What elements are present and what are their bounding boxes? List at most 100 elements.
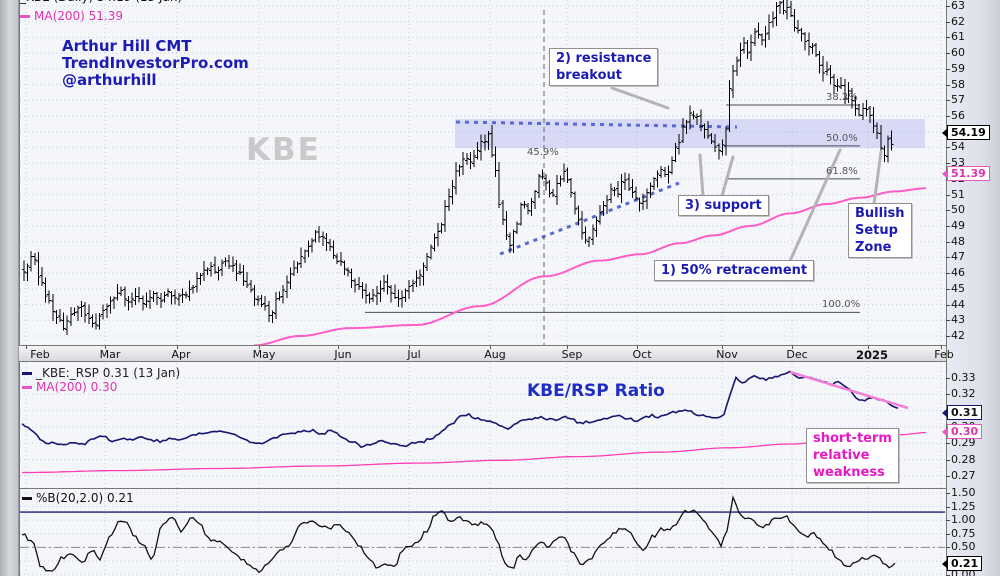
pb-axis-label: 0.75 — [951, 526, 976, 540]
ratio-ma200-line — [22, 431, 927, 474]
ratio-legend-ma: MA(200) 0.30 — [22, 380, 117, 394]
callout-pointer — [698, 153, 705, 198]
ratio-axis-label: 0.27 — [951, 468, 976, 482]
ratio-line-swatch — [22, 372, 32, 375]
price-axis-label: 57 — [951, 93, 965, 107]
pb-legend: %B(20,2.0) 0.21 — [22, 491, 134, 505]
price-axis-tick — [946, 21, 950, 23]
ratio-ma-swatch — [22, 386, 32, 389]
date-axis-tick — [868, 346, 869, 349]
signature-line: Arthur Hill CMT — [62, 37, 192, 55]
date-axis-label: Aug — [484, 348, 506, 361]
ma-line-swatch — [20, 15, 30, 18]
price-axis-label: 46 — [951, 266, 965, 280]
price-axis-tick — [946, 225, 950, 227]
fib-level-label: 100.0% — [822, 299, 861, 311]
last-price-label: 54.19 — [942, 125, 990, 140]
callout-pointer — [610, 86, 670, 110]
price-axis-tick — [946, 241, 950, 243]
ratio-axis-label: 0.29 — [951, 436, 976, 450]
callout-pointer — [788, 148, 842, 263]
plot-left-border — [19, 0, 20, 576]
date-axis-label: Nov — [716, 348, 738, 361]
price-legend-symbol: _KBE (Daily) 54.19 (13 Jan) — [20, 0, 182, 4]
callout-bullish-setup-zone: Bullish Setup Zone — [848, 203, 912, 258]
date-axis-label: 2025 — [855, 348, 889, 362]
fib-level-label: 61.8% — [826, 165, 858, 177]
date-axis-tick — [792, 346, 793, 349]
price-axis-tick — [946, 100, 950, 102]
price-axis-tick — [946, 194, 950, 196]
ratio-line — [21, 370, 899, 449]
pb-axis-label: 1.00 — [951, 513, 976, 527]
price-axis-tick — [946, 210, 950, 212]
price-axis-label: 42 — [951, 328, 965, 342]
date-axis-label: Dec — [786, 348, 808, 361]
price-axis-tick — [946, 37, 950, 39]
date-axis-tick — [338, 346, 339, 349]
percent-move-label: 45.9% — [527, 147, 559, 158]
callout-resistance-breakout: 2) resistance breakout — [549, 48, 659, 86]
ratio-axis-tick — [946, 475, 950, 477]
pb-axis-label: 0.50 — [951, 540, 976, 554]
date-axis-label: Apr — [171, 348, 191, 361]
price-axis-label: 49 — [951, 218, 965, 232]
pb-axis-tick — [946, 547, 950, 549]
price-ohlc-bars — [22, 0, 894, 336]
pb-axis-label: 0.00 — [951, 567, 976, 576]
fib-level-label: 38.2% — [826, 91, 858, 103]
date-axis-label: Mar — [99, 348, 121, 361]
ratio-axis-tick — [946, 394, 950, 396]
date-axis-tick — [105, 346, 106, 349]
author-signature: Arthur Hill CMT TrendInvestorPro.com @ar… — [62, 38, 249, 89]
date-axis-tick — [722, 346, 723, 349]
price-axis-label: 45 — [951, 281, 965, 295]
ratio-ma-arrow-icon — [942, 427, 948, 437]
price-axis-label: 44 — [951, 297, 965, 311]
ratio-panel-canvas — [20, 363, 945, 488]
price-axis-tick — [946, 288, 950, 290]
price-axis-label: 59 — [951, 61, 965, 75]
price-axis-tick — [946, 84, 950, 86]
pb-axis-tick — [946, 506, 950, 508]
date-axis-strip — [19, 345, 946, 362]
ratio-ma-label: 0.30 — [942, 424, 983, 439]
price-axis-tick — [946, 115, 950, 117]
pb-value-label: 0.21 — [942, 556, 983, 571]
percent-b-line — [21, 495, 896, 574]
ratio-panel-title: KBE/RSP Ratio — [527, 381, 665, 401]
price-axis-label: 47 — [951, 250, 965, 264]
date-axis-label: Jul — [407, 348, 421, 361]
price-axis-label: 56 — [951, 108, 965, 122]
panel-separator — [19, 488, 946, 489]
price-axis-tick — [946, 53, 950, 55]
callout-pointer — [720, 155, 735, 198]
ratio-axis-tick — [946, 378, 950, 379]
price-axis-tick — [946, 257, 950, 259]
pb-axis-tick — [946, 493, 950, 494]
price-axis-label: 53 — [951, 156, 965, 170]
date-axis-label: Jun — [334, 348, 352, 361]
date-axis-label: Feb — [30, 348, 50, 361]
price-axis-label: 50 — [951, 203, 965, 217]
symbol-watermark: KBE — [246, 132, 321, 168]
price-axis-label: 54 — [951, 140, 965, 154]
price-axis-tick — [946, 304, 950, 306]
pb-line-swatch — [22, 497, 32, 500]
callout-support: 3) support — [678, 195, 769, 216]
price-axis-label: 62 — [951, 14, 965, 28]
price-legend-ma: MA(200) 51.39 — [20, 9, 123, 23]
price-axis-tick — [946, 163, 950, 165]
price-axis-label: 51 — [951, 187, 965, 201]
fib-level-label: 50.0% — [826, 132, 858, 144]
date-axis-label: Oct — [632, 348, 652, 361]
date-axis-tick — [259, 346, 260, 349]
date-axis-tick — [409, 346, 410, 349]
pb-label-arrow-icon — [942, 559, 948, 569]
pb-axis-label: 1.25 — [951, 499, 976, 513]
price-axis-tick — [946, 335, 950, 337]
date-axis-tick — [26, 346, 27, 349]
price-axis-tick — [946, 320, 950, 322]
date-axis-tick — [567, 346, 568, 349]
